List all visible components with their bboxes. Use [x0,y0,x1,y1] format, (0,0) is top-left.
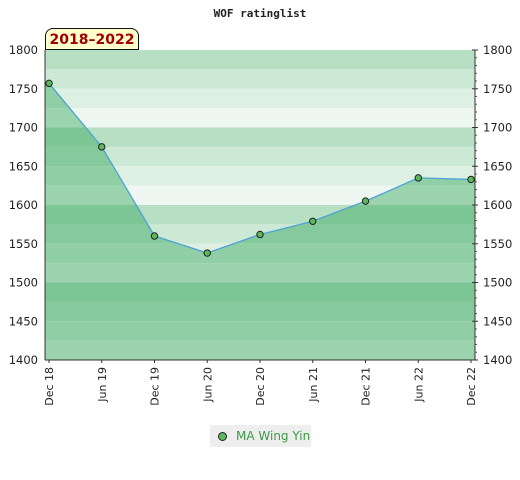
x-axis: Dec 18 Jun 19 Dec 19 Jun 20 Dec 20 Jun 21 Dec … [43,360,478,406]
data-point [150,232,159,240]
fill-band [45,301,475,322]
y-tick-label: 1750 [9,82,38,96]
y-tick-label-right: 1450 [483,314,512,328]
x-tick-label: Dec 21 [360,367,373,406]
y-tick-label: 1500 [9,276,38,290]
y-tick-label-right: 1750 [483,82,512,96]
y-tick-label-right: 1800 [483,43,512,57]
y-tick-label: 1400 [9,353,38,367]
data-point [98,143,106,151]
bg-band [45,146,475,167]
data-point [203,249,211,257]
x-tick-label: Dec 22 [465,367,478,406]
x-tick-label: Jun 20 [201,367,214,403]
fill-band [45,321,475,341]
fill-band [45,340,475,360]
y-tick-label-right: 1600 [483,198,512,212]
data-point [414,174,422,182]
fill-band [45,263,475,283]
legend-marker [218,431,227,441]
fill-band [45,282,475,302]
period-label: 2018–2022 [45,28,139,50]
series-points [45,79,475,257]
chart-title: WOF ratinglist [214,7,307,20]
data-point [467,175,475,184]
x-tick-label: Jun 21 [307,367,320,403]
y-tick-label-right: 1500 [483,276,512,290]
bg-band [45,127,475,147]
x-tick-label: Jun 22 [412,367,425,403]
y-tick-label: 1450 [9,314,38,328]
legend-series-label: MA Wing Yin [236,429,311,443]
data-point [256,230,264,239]
x-tick-label: Dec 20 [254,367,267,406]
y-axis-right: 1400 1450 1500 1550 1600 1650 1700 1750 1800 [472,43,512,367]
y-axis-left: 1400 1450 1500 1550 1600 1650 1700 1750 1800 [9,43,38,367]
bg-band [45,50,475,70]
bg-band [45,108,475,128]
data-point [45,79,53,88]
y-tick-label: 1550 [9,237,38,251]
y-tick-label-right: 1400 [483,353,512,367]
legend[interactable]: MA Wing Yin [210,425,311,447]
bg-band [45,69,475,89]
y-tick-label: 1600 [9,198,38,212]
y-tick-label-right: 1650 [483,159,512,173]
data-point [361,197,370,205]
bg-band [45,166,475,186]
x-tick-label: Dec 19 [149,367,162,406]
y-tick-label: 1650 [9,159,38,173]
fill-band [45,243,475,264]
data-point [309,217,317,225]
y-tick-label: 1800 [9,43,38,57]
y-tick-label-right: 1700 [483,121,512,135]
x-tick-label: Dec 18 [43,367,56,406]
bg-band [45,88,475,109]
x-tick-label: Jun 19 [96,367,109,403]
y-tick-label: 1700 [9,121,38,135]
y-tick-label-right: 1550 [483,237,512,251]
